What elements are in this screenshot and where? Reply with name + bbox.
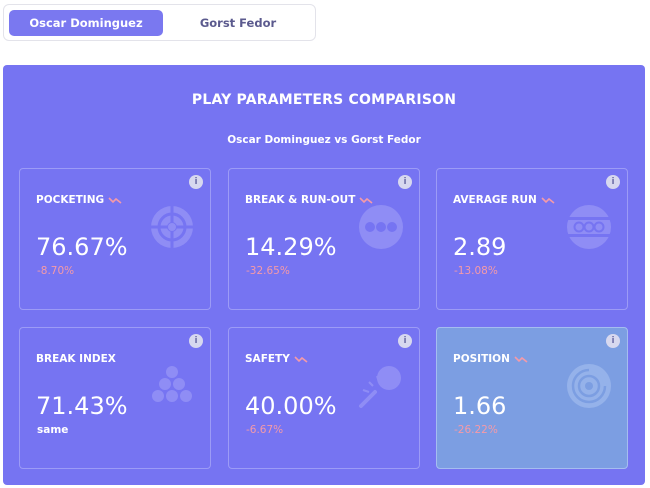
comparison-panel: PLAY PARAMETERS COMPARISON Oscar Domingu…	[3, 65, 645, 485]
panel-subtitle: Oscar Dominguez vs Gorst Fedor	[227, 134, 421, 146]
info-icon[interactable]: i	[606, 175, 620, 189]
card-safety: i SAFETY 40.00% -6.67%	[228, 327, 420, 469]
card-label: POCKETING	[36, 194, 122, 206]
card-change: same	[37, 424, 69, 436]
info-icon[interactable]: i	[606, 334, 620, 348]
trend-down-icon	[359, 197, 373, 204]
trend-down-icon	[294, 356, 308, 363]
card-value: 14.29%	[245, 233, 337, 261]
card-pocketing: i POCKETING 76.67% -8.70%	[19, 168, 211, 310]
player-tabs: Oscar Dominguez Gorst Fedor	[3, 4, 316, 41]
ball-rack-icon	[152, 366, 192, 402]
tab-gorst-fedor[interactable]: Gorst Fedor	[199, 16, 277, 30]
card-value: 1.66	[453, 392, 507, 420]
three-dots-icon	[359, 205, 403, 249]
card-value: 76.67%	[36, 233, 128, 261]
card-change: -13.08%	[454, 265, 498, 277]
info-icon[interactable]: i	[189, 175, 203, 189]
card-value: 40.00%	[245, 392, 337, 420]
card-label-text: POCKETING	[36, 194, 105, 206]
info-icon[interactable]: i	[398, 175, 412, 189]
trend-down-icon	[541, 197, 555, 204]
card-label-text: BREAK INDEX	[36, 353, 116, 365]
tab-oscar-dominguez[interactable]: Oscar Dominguez	[9, 10, 163, 36]
card-value: 71.43%	[36, 392, 128, 420]
card-change: -6.67%	[246, 424, 284, 436]
info-icon[interactable]: i	[189, 334, 203, 348]
card-value: 2.89	[453, 233, 507, 261]
panel-title: PLAY PARAMETERS COMPARISON	[191, 92, 457, 108]
target-icon	[151, 206, 193, 248]
card-label: BREAK INDEX	[36, 353, 116, 365]
card-label-text: BREAK & RUN-OUT	[245, 194, 356, 206]
trend-down-icon	[514, 356, 528, 363]
card-change: -32.65%	[246, 265, 290, 277]
card-break-index: i BREAK INDEX 71.43% same	[19, 327, 211, 469]
card-position: i POSITION 1.66 -26.22%	[436, 327, 628, 469]
card-label: AVERAGE RUN	[453, 194, 555, 206]
card-label-text: SAFETY	[245, 353, 290, 365]
card-change: -8.70%	[37, 265, 75, 277]
card-label: SAFETY	[245, 353, 308, 365]
card-break-run-out: i BREAK & RUN-OUT 14.29% -32.65%	[228, 168, 420, 310]
cue-ball-icon	[359, 366, 401, 408]
card-label: BREAK & RUN-OUT	[245, 194, 373, 206]
card-label: POSITION	[453, 353, 528, 365]
ball-row-icon	[567, 205, 611, 249]
trend-down-icon	[108, 197, 122, 204]
card-average-run: i AVERAGE RUN 2.89 -13.08%	[436, 168, 628, 310]
card-change: -26.22%	[454, 424, 498, 436]
spiral-target-icon	[567, 364, 611, 408]
info-icon[interactable]: i	[398, 334, 412, 348]
card-label-text: AVERAGE RUN	[453, 194, 537, 206]
card-label-text: POSITION	[453, 353, 510, 365]
